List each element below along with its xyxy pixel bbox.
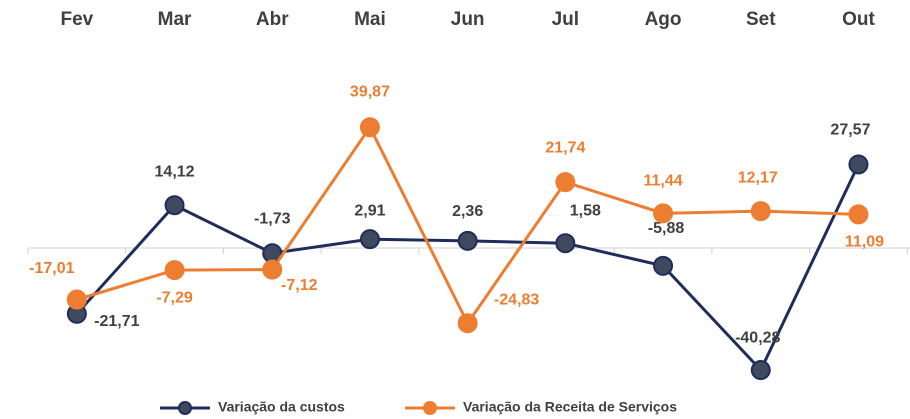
- data-label: -24,83: [494, 291, 539, 308]
- data-label: -7,29: [156, 289, 193, 306]
- marker: [653, 203, 674, 224]
- marker: [848, 204, 869, 225]
- marker: [66, 289, 87, 310]
- marker: [750, 360, 771, 381]
- data-label: 2,36: [452, 203, 483, 220]
- data-label: -40,28: [735, 329, 780, 346]
- legend-label: Variação da custos: [218, 399, 345, 415]
- data-label: 14,12: [155, 163, 195, 180]
- marker: [457, 230, 478, 251]
- x-tick-label: Out: [842, 9, 875, 30]
- x-tick-label: Abr: [256, 9, 289, 30]
- marker: [164, 195, 185, 216]
- marker: [457, 313, 478, 334]
- data-label: 27,57: [830, 122, 870, 139]
- marker: [262, 259, 283, 280]
- x-tick-label: Mar: [158, 9, 192, 30]
- x-tick-label: Set: [746, 9, 776, 30]
- data-label: 39,87: [350, 83, 390, 100]
- data-label: -5,88: [648, 220, 685, 237]
- legend-marker: [178, 401, 192, 415]
- x-tick-label: Fev: [60, 9, 93, 30]
- marker: [848, 154, 869, 175]
- data-label: 11,09: [845, 234, 884, 251]
- marker: [750, 201, 771, 222]
- data-label: -1,73: [254, 210, 291, 227]
- data-label: 1,58: [570, 202, 601, 219]
- data-label: -21,71: [94, 313, 139, 330]
- x-tick-label: Jun: [451, 9, 485, 30]
- data-label: -17,01: [29, 260, 74, 277]
- data-label: -7,12: [281, 277, 318, 294]
- marker: [653, 255, 674, 276]
- data-label: 12,17: [738, 169, 778, 186]
- x-tick-label: Mai: [354, 9, 386, 30]
- legend-marker: [423, 401, 437, 415]
- marker: [555, 233, 576, 254]
- marker: [359, 117, 380, 138]
- marker: [359, 229, 380, 250]
- x-tick-label: Ago: [645, 9, 682, 30]
- data-label: 2,91: [354, 202, 385, 219]
- marker: [164, 260, 185, 281]
- x-tick-label: Jul: [552, 9, 579, 30]
- data-label: 11,44: [643, 173, 682, 190]
- marker: [555, 172, 576, 193]
- series-line: [76, 124, 859, 327]
- data-label: 21,74: [545, 139, 585, 156]
- legend-label: Variação da Receita de Serviços: [463, 399, 677, 415]
